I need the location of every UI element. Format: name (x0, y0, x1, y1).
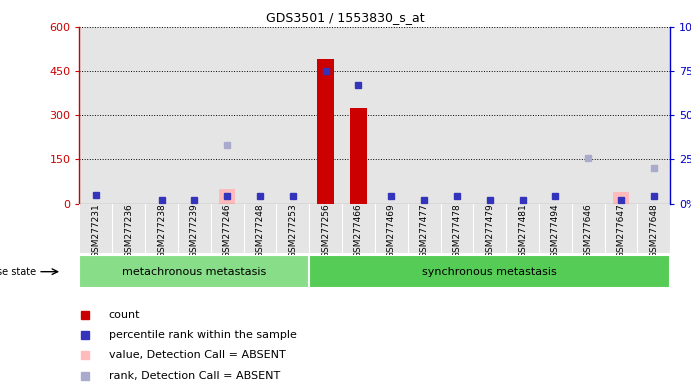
Text: GSM277253: GSM277253 (288, 204, 297, 258)
Text: GSM277238: GSM277238 (157, 204, 166, 258)
Text: GSM277494: GSM277494 (551, 204, 560, 258)
Bar (219, 189, 236, 204)
Bar (243, 27, 276, 204)
Bar (571, 204, 605, 253)
Bar (637, 27, 670, 204)
Bar (408, 27, 440, 204)
Bar (112, 204, 145, 253)
Text: GSM277469: GSM277469 (387, 204, 396, 258)
Bar (440, 27, 473, 204)
Bar (317, 59, 334, 204)
Title: GDS3501 / 1553830_s_at: GDS3501 / 1553830_s_at (266, 11, 425, 24)
Bar (79, 27, 112, 204)
Bar (112, 27, 145, 204)
Bar (440, 204, 473, 253)
Bar (350, 108, 367, 204)
Bar (506, 27, 539, 204)
Bar (539, 27, 571, 204)
Bar (276, 204, 309, 253)
Text: rank, Detection Call = ABSENT: rank, Detection Call = ABSENT (108, 371, 280, 381)
Text: GSM277466: GSM277466 (354, 204, 363, 258)
Bar (408, 204, 440, 253)
Text: GSM277231: GSM277231 (91, 204, 100, 258)
Bar (605, 27, 637, 204)
Bar (506, 204, 539, 253)
Text: GSM277256: GSM277256 (321, 204, 330, 258)
Bar (79, 255, 309, 288)
Bar (539, 204, 571, 253)
Bar (79, 204, 112, 253)
Bar (473, 204, 506, 253)
Text: GSM277248: GSM277248 (256, 204, 265, 258)
Bar (375, 204, 408, 253)
Bar (211, 27, 243, 204)
Bar (613, 192, 630, 204)
Text: GSM277246: GSM277246 (223, 204, 231, 258)
Text: GSM277648: GSM277648 (650, 204, 659, 258)
Text: count: count (108, 310, 140, 320)
Text: GSM277481: GSM277481 (518, 204, 527, 258)
Bar (342, 204, 375, 253)
Bar (571, 27, 605, 204)
Text: percentile rank within the sample: percentile rank within the sample (108, 330, 296, 340)
Bar (375, 27, 408, 204)
Bar (309, 255, 670, 288)
Text: GSM277239: GSM277239 (190, 204, 199, 258)
Bar (243, 204, 276, 253)
Text: value, Detection Call = ABSENT: value, Detection Call = ABSENT (108, 350, 285, 360)
Text: GSM277647: GSM277647 (616, 204, 625, 258)
Bar (178, 204, 211, 253)
Bar (211, 204, 243, 253)
Bar (145, 204, 178, 253)
Bar (309, 204, 342, 253)
Text: GSM277479: GSM277479 (485, 204, 494, 258)
Text: GSM277646: GSM277646 (584, 204, 593, 258)
Bar (178, 27, 211, 204)
Bar (145, 27, 178, 204)
Bar (309, 27, 342, 204)
Text: metachronous metastasis: metachronous metastasis (122, 266, 267, 277)
Bar (276, 27, 309, 204)
Text: GSM277236: GSM277236 (124, 204, 133, 258)
Text: GSM277477: GSM277477 (419, 204, 428, 258)
Text: synchronous metastasis: synchronous metastasis (422, 266, 557, 277)
Bar (473, 27, 506, 204)
Text: GSM277478: GSM277478 (453, 204, 462, 258)
Bar (342, 27, 375, 204)
Bar (637, 204, 670, 253)
Text: disease state: disease state (0, 266, 36, 277)
Bar (605, 204, 637, 253)
